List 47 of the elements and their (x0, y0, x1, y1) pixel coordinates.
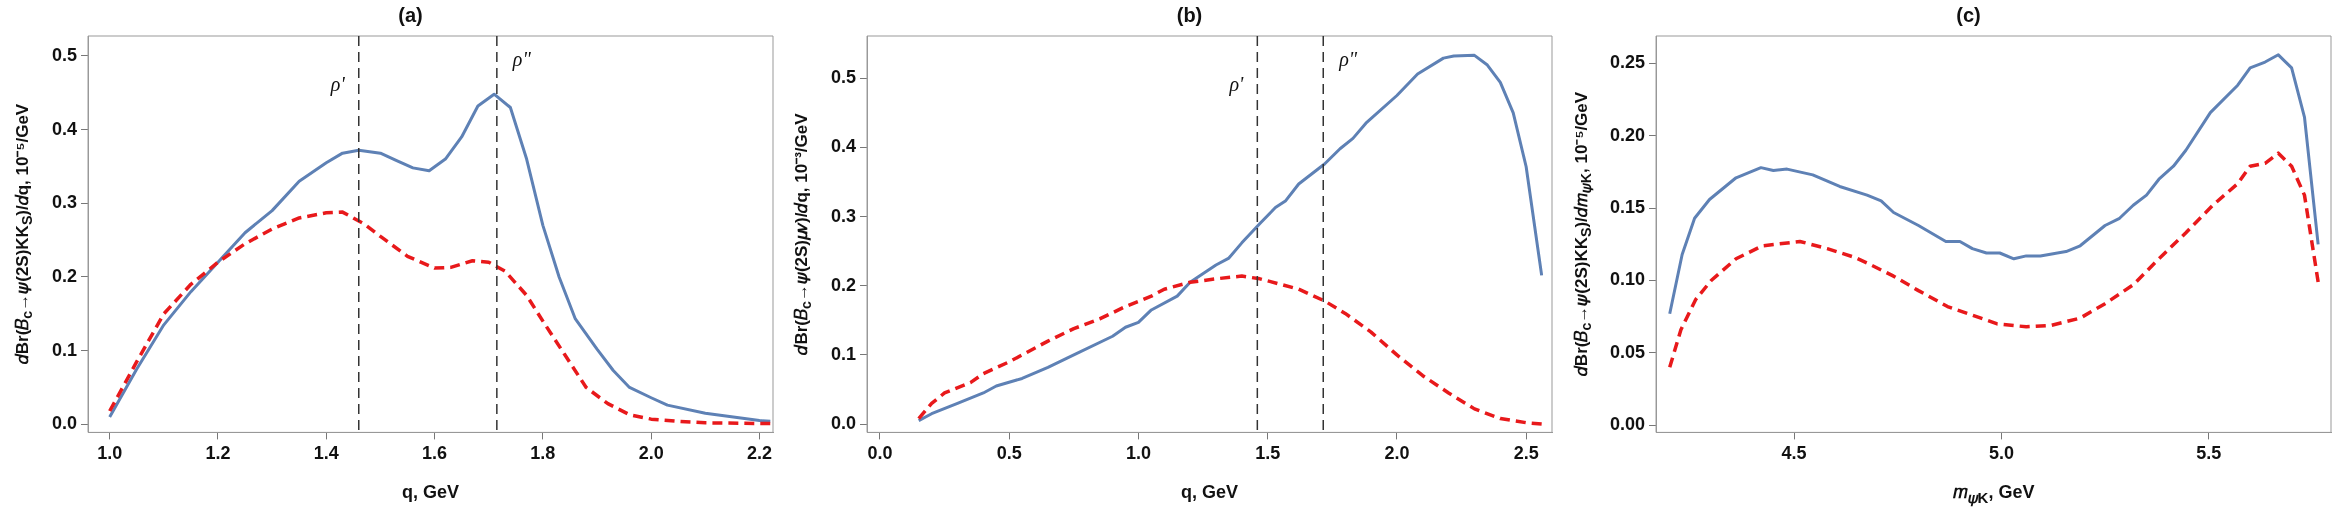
ref-line-label: ρ" (1338, 48, 1358, 71)
y-tick-label: 0.10 (1609, 269, 1646, 290)
y-tick-label: 0.0 (51, 413, 78, 434)
y-tick-label: 0.00 (1609, 414, 1646, 435)
x-tick-label: 1.6 (422, 443, 448, 464)
x-tick-label: 2.0 (1384, 443, 1410, 464)
line-series (107, 210, 773, 426)
x-tick-label: 1.5 (1255, 443, 1281, 464)
y-tick-label: 0.1 (830, 343, 857, 364)
y-tick-label: 0.20 (1609, 124, 1646, 145)
x-axis-title: 𝑚$_{𝜓K}$, GeV (1952, 482, 2035, 507)
x-tick-label: 0.5 (996, 443, 1022, 464)
y-tick-label: 0.05 (1609, 341, 1646, 362)
ref-line-label: ρ' (329, 73, 346, 96)
chart-title: (a) (398, 3, 423, 26)
x-axis-title: q, GeV (1180, 482, 1239, 503)
y-tick-label: 0.25 (1609, 52, 1646, 73)
x-tick-label: 1.2 (205, 443, 231, 464)
y-tick-label: 0.5 (51, 44, 78, 65)
x-tick-label: 4.5 (1781, 443, 1807, 464)
x-tick-label: 1.8 (530, 443, 556, 464)
line-series (1667, 151, 2320, 370)
x-axis-title: q, GeV (401, 482, 460, 503)
x-tick-label: 2.0 (638, 443, 664, 464)
chart-title: (c) (1956, 3, 1981, 26)
x-tick-label: 0.0 (867, 443, 893, 464)
chart-title: (b) (1176, 3, 1203, 26)
x-tick-label: 5.5 (2196, 443, 2222, 464)
ref-line-label: ρ' (1228, 73, 1245, 96)
y-tick-label: 0.4 (51, 118, 78, 139)
y-tick-label: 0.4 (830, 136, 857, 157)
x-tick-label: 5.0 (1988, 443, 2014, 464)
line-series (916, 274, 1544, 426)
x-tick-label: 1.0 (97, 443, 123, 464)
ref-line-label: ρ" (511, 48, 532, 71)
x-tick-label: 2.2 (746, 443, 772, 464)
y-tick-label: 0.3 (51, 192, 78, 213)
y-tick-label: 0.15 (1609, 197, 1646, 218)
y-tick-label: 0.1 (51, 339, 78, 360)
x-tick-label: 1.0 (1125, 443, 1151, 464)
y-tick-label: 0.5 (830, 67, 857, 88)
x-tick-label: 1.4 (313, 443, 339, 464)
y-tick-label: 0.2 (830, 274, 857, 295)
y-tick-label: 0.2 (51, 265, 78, 286)
y-tick-label: 0.3 (830, 205, 857, 226)
x-tick-label: 2.5 (1513, 443, 1539, 464)
y-tick-label: 0.0 (830, 413, 857, 434)
